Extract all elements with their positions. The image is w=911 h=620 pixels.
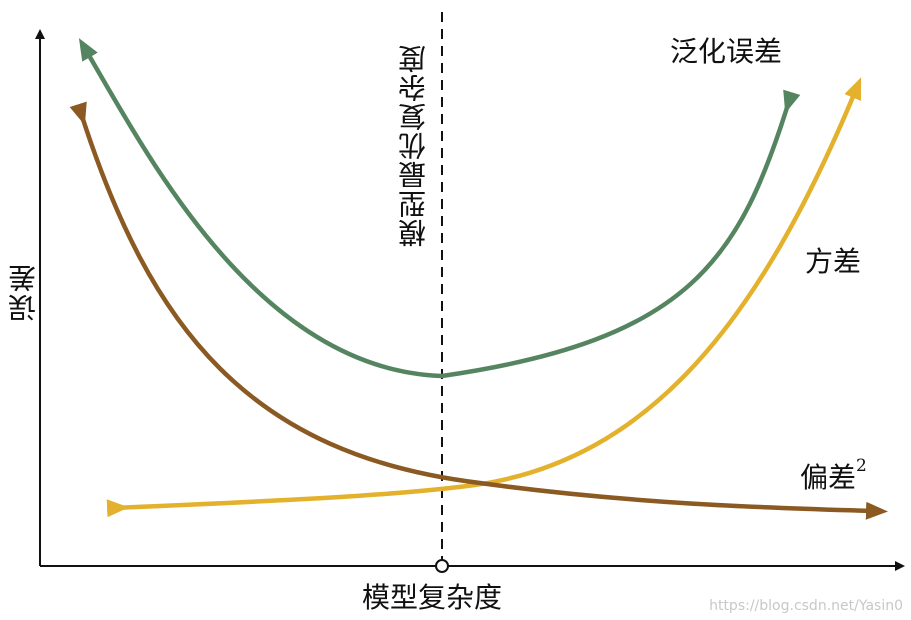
optimal-complexity-label: 模型最优复杂度 xyxy=(397,44,430,247)
variance-curve xyxy=(106,77,862,518)
bias-label-superscript: 2 xyxy=(856,456,867,476)
x-axis-label: 模型复杂度 xyxy=(362,581,503,614)
bias-squared-curve xyxy=(69,101,888,520)
generalization-error-label: 泛化误差 xyxy=(670,35,783,68)
watermark: https://blog.csdn.net/Yasin0 xyxy=(709,598,903,614)
optimal-complexity-marker xyxy=(435,559,449,573)
y-axis-label: 误差 xyxy=(7,262,40,322)
bias-label-text: 偏差 xyxy=(800,461,857,494)
variance-label: 方差 xyxy=(805,245,862,278)
generalization-error-curve xyxy=(78,38,801,379)
bias-squared-label: 偏差2 xyxy=(800,458,867,494)
